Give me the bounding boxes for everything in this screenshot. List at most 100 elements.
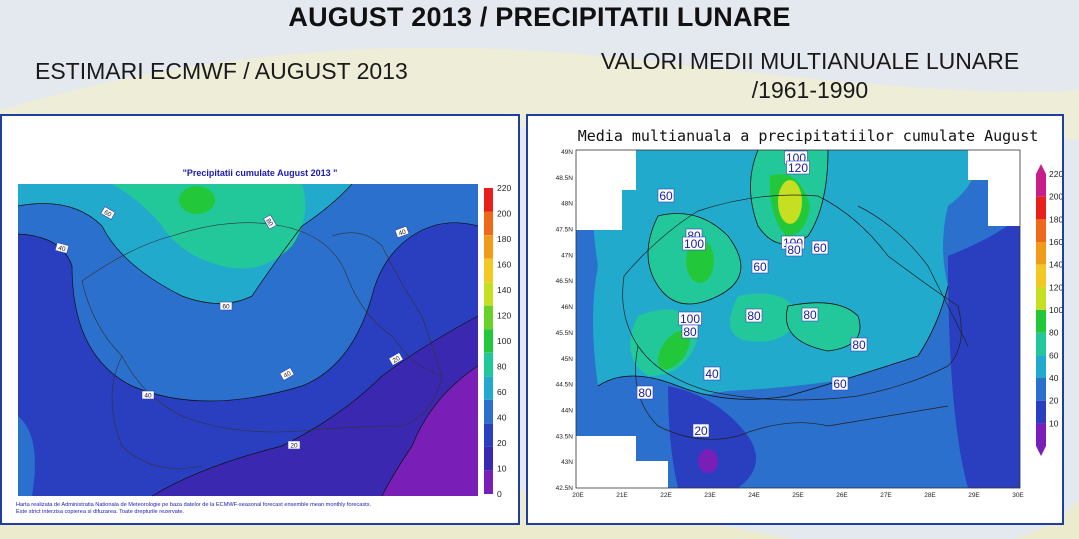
- colorbar-swatch: [1036, 310, 1046, 333]
- colorbar-label: 80: [1049, 328, 1059, 338]
- contour-label: 40: [705, 367, 719, 381]
- lat-label: 47.5N: [556, 227, 574, 234]
- lon-label: 29E: [968, 492, 980, 499]
- contour-label: 100: [684, 237, 704, 251]
- colorbar-swatch: [1036, 423, 1046, 446]
- contour-label: 60: [753, 260, 767, 274]
- left-border-romania: [81, 222, 443, 433]
- left-map-panel: 60 80 40 60 40 40 40 20 20 220 200 180 160 1…: [0, 114, 520, 525]
- colorbar-label: 180: [497, 234, 511, 244]
- left-footer-line2: Este strict interzisa copierea si difuza…: [16, 509, 185, 515]
- colorbar-swatch: [484, 376, 493, 400]
- contour-label: 20: [694, 424, 708, 438]
- colorbar-label: 160: [1049, 237, 1062, 247]
- contour-label-box: [703, 366, 721, 381]
- right-colorbar: 220 200 180 160 140 120 100 80 60 40 20 10: [1036, 164, 1062, 456]
- colorbar-label: 220: [1049, 169, 1062, 179]
- colorbar-label: 160: [497, 260, 511, 270]
- page-title: AUGUST 2013 / PRECIPITATII LUNARE: [288, 2, 791, 32]
- contour-label-box: [682, 236, 706, 251]
- colorbar-swatch: [1036, 400, 1046, 424]
- lon-label: 28E: [924, 492, 936, 499]
- lon-label: 23E: [704, 492, 716, 499]
- colorbar-swatch: [484, 282, 493, 306]
- colorbar-label: 20: [1049, 396, 1059, 406]
- colorbar-swatch: [484, 423, 493, 447]
- contour-label: 80: [638, 386, 652, 400]
- contour-label-box: [657, 188, 675, 203]
- left-map-title: "Precipitatii cumulate August 2013 ": [182, 168, 338, 178]
- colorbar-swatch: [484, 399, 493, 424]
- colorbar-swatch: [484, 470, 493, 494]
- lat-label: 45.5N: [556, 330, 574, 337]
- colorbar-swatch: [484, 188, 493, 212]
- contour-label: 80: [803, 308, 817, 322]
- colorbar-label: 10: [497, 464, 507, 474]
- lat-label: 48.5N: [556, 175, 574, 182]
- contour-label-box: [785, 242, 803, 257]
- left-contour-label: 40: [283, 370, 293, 380]
- colorbar-swatch: [484, 258, 493, 283]
- contour-label: 100: [680, 312, 700, 326]
- right-border-moldova: [857, 205, 969, 347]
- right-subtitle-line1: VALORI MEDII MULTIANUALE LUNARE: [600, 48, 1020, 74]
- colorbar-swatch: [1036, 174, 1046, 197]
- left-subtitle: ESTIMARI ECMWF / AUGUST 2013: [35, 58, 408, 84]
- colorbar-label: 100: [497, 336, 511, 346]
- contour-label-box: [831, 376, 849, 391]
- colorbar-swatch: [1036, 264, 1046, 288]
- colorbar-label: 40: [497, 413, 507, 423]
- lon-label: 25E: [792, 492, 804, 499]
- lat-label: 42.5N: [556, 485, 574, 492]
- right-lon-labels: 20E 21E 22E 23E 24E 25E 26E 27E 28E 29E 30E: [572, 492, 1024, 499]
- colorbar-swatch: [1036, 219, 1046, 242]
- lon-label: 22E: [660, 492, 672, 499]
- right-map-svg: 49N 48.5N 48N 47.5N 47N 46.5N 46N 45.5N 45N 44.5N…: [556, 149, 1062, 499]
- colorbar-label: 20: [497, 438, 507, 448]
- colorbar-label: 60: [1049, 350, 1059, 360]
- right-map-fields: [576, 150, 1020, 488]
- colorbar-label: 140: [1049, 260, 1062, 270]
- colorbar-swatch: [1036, 196, 1046, 220]
- contour-label-box: [681, 324, 699, 339]
- colorbar-swatch: [484, 352, 493, 377]
- colorbar-swatch: [1036, 242, 1046, 265]
- right-map-panel: 49N 48.5N 48N 47.5N 47N 46.5N 46N 45.5N 45N 44.5N…: [526, 114, 1064, 525]
- lat-label: 47N: [561, 252, 573, 259]
- lat-label: 44N: [561, 408, 573, 415]
- contour-label-box: [692, 423, 710, 438]
- lon-label: 21E: [616, 492, 628, 499]
- lon-label: 26E: [836, 492, 848, 499]
- lat-label: 43N: [561, 459, 573, 466]
- colorbar-top-arrow: [1036, 164, 1046, 174]
- lat-label: 46N: [561, 304, 573, 311]
- left-contour-label: 20: [392, 355, 402, 365]
- contour-label: 80: [787, 243, 801, 257]
- colorbar-label: 200: [497, 209, 511, 219]
- left-contour-labels: 60 80 40 60 40 40 40 20 20: [54, 206, 410, 450]
- colorbar-label: 120: [497, 311, 511, 321]
- colorbar-swatch: [1036, 378, 1046, 401]
- lon-label: 30E: [1012, 492, 1024, 499]
- left-contour-label: 40: [398, 228, 408, 237]
- colorbar-label: 200: [1049, 192, 1062, 202]
- lat-label: 43.5N: [556, 433, 574, 440]
- left-contour-label: 20: [290, 443, 298, 450]
- right-contour-labels: 1001206080100100806060808080100808040602…: [636, 150, 868, 438]
- colorbar-label: 40: [1049, 373, 1059, 383]
- colorbar-label: 10: [1049, 418, 1059, 428]
- colorbar-swatch: [1036, 355, 1046, 378]
- colorbar-label: 0: [497, 489, 502, 499]
- left-footer-line1: Harta realizata de Administratia Nationa…: [16, 502, 372, 508]
- lat-label: 45N: [561, 356, 573, 363]
- left-contour-label: 80: [264, 218, 274, 228]
- contour-label: 80: [747, 309, 761, 323]
- right-border-romania: [622, 194, 962, 401]
- left-contour-label: 60: [103, 209, 113, 219]
- lon-label: 24E: [748, 492, 760, 499]
- colorbar-label: 60: [497, 387, 507, 397]
- lat-label: 44.5N: [556, 382, 574, 389]
- right-lat-labels: 49N 48.5N 48N 47.5N 47N 46.5N 46N 45.5N 45N 44.5N…: [556, 149, 574, 492]
- contour-label-box: [745, 308, 763, 323]
